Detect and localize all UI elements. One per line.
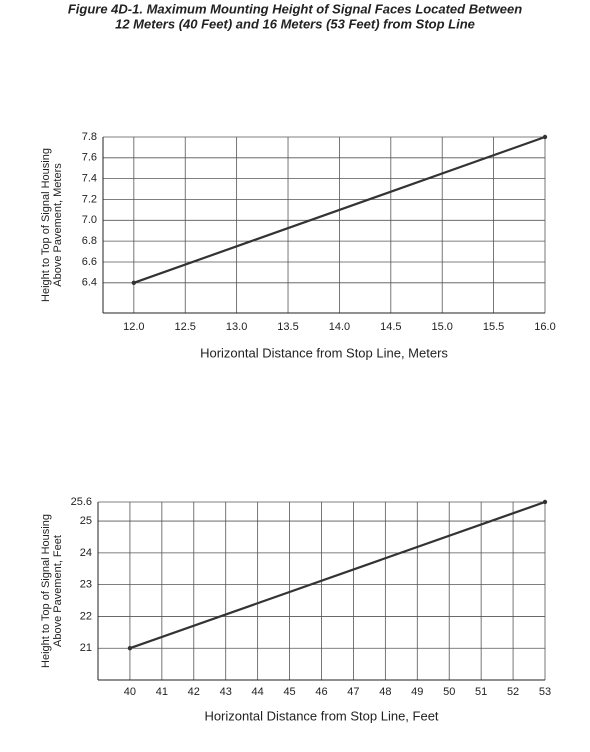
x-tick-label: 15.0: [431, 321, 452, 333]
x-tick-label: 49: [411, 686, 423, 698]
x-tick-label: 16.0: [534, 321, 555, 333]
x-tick-label: 51: [475, 686, 487, 698]
y-tick-label: 21: [80, 642, 92, 654]
x-tick-label: 13.0: [226, 321, 247, 333]
x-tick-label: 12.5: [175, 321, 196, 333]
x-tick-label: 50: [443, 686, 455, 698]
data-point: [542, 134, 548, 140]
x-tick-label: 14.0: [329, 321, 350, 333]
y-axis-label: Above Pavement, Meters: [52, 163, 64, 287]
x-tick-label: 48: [379, 686, 391, 698]
x-tick-label: 44: [252, 686, 264, 698]
y-tick-label: 6.6: [82, 256, 97, 268]
y-axis-label: Height to Top of Signal Housing: [40, 514, 52, 668]
y-tick-label: 6.8: [82, 235, 97, 247]
x-axis-label: Horizontal Distance from Stop Line, Mete…: [200, 345, 448, 360]
x-axis-label: Horizontal Distance from Stop Line, Feet: [204, 708, 438, 723]
y-axis-label: Height to Top of Signal Housing: [40, 148, 52, 302]
x-tick-label: 45: [283, 686, 295, 698]
x-tick-label: 12.0: [123, 321, 144, 333]
x-tick-label: 13.5: [277, 321, 298, 333]
x-tick-label: 42: [188, 686, 200, 698]
data-line: [129, 500, 546, 650]
y-tick-label: 7.8: [82, 131, 97, 143]
y-tick-label: 7.6: [82, 152, 97, 164]
x-tick-label: 46: [315, 686, 327, 698]
y-tick-label: 23: [80, 579, 92, 591]
x-tick-label: 40: [124, 686, 136, 698]
data-line: [133, 135, 546, 284]
y-tick-label: 25.6: [71, 496, 92, 508]
x-tick-label: 14.5: [380, 321, 401, 333]
y-tick-label: 24: [80, 547, 92, 559]
y-tick-label: 7.4: [82, 173, 97, 185]
x-tick-label: 53: [539, 686, 551, 698]
y-tick-label: 25: [80, 515, 92, 527]
x-tick-label: 52: [507, 686, 519, 698]
y-tick-label: 7.2: [82, 193, 97, 205]
data-point: [542, 499, 548, 505]
data-point: [127, 646, 133, 651]
y-tick-label: 22: [80, 610, 92, 622]
x-tick-label: 43: [220, 686, 232, 698]
y-tick-label: 7.0: [82, 214, 97, 226]
x-tick-label: 41: [156, 686, 168, 698]
y-axis-label: Above Pavement, Feet: [52, 535, 64, 647]
data-point: [131, 280, 137, 285]
figure-title: 12 Meters (40 Feet) and 16 Meters (53 Fe…: [115, 16, 475, 31]
x-tick-label: 47: [347, 686, 359, 698]
x-tick-label: 15.5: [483, 321, 504, 333]
figure-title: Figure 4D-1. Maximum Mounting Height of …: [68, 1, 522, 16]
y-tick-label: 6.4: [82, 277, 97, 289]
